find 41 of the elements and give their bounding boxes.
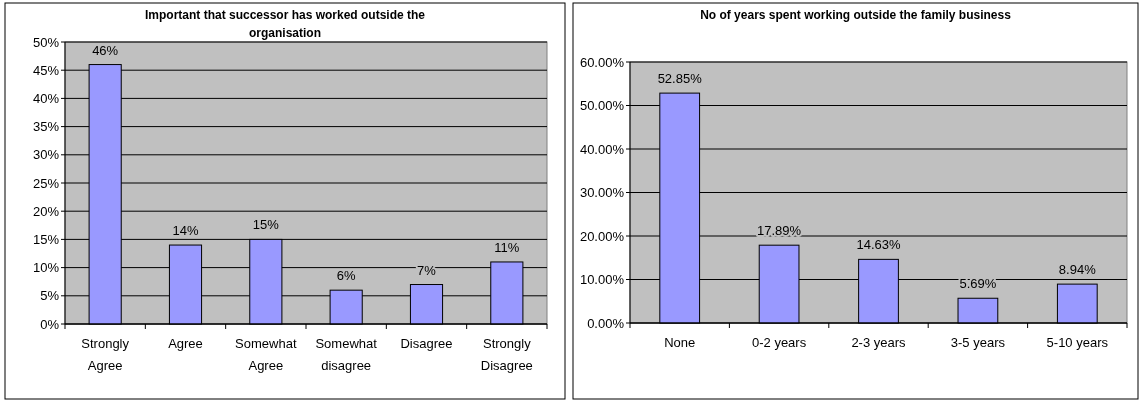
y-tick-label: 50.00% — [579, 98, 625, 114]
y-tick-label: 40% — [32, 90, 60, 106]
data-label: 52.85% — [657, 71, 703, 87]
x-tick-label: 0-2 years — [752, 335, 807, 350]
x-tick-label: Somewhat Agree — [235, 336, 297, 373]
x-tick-label: Strongly Disagree — [480, 336, 533, 373]
x-tick-label: Disagree — [400, 336, 453, 351]
data-label: 11% — [494, 239, 520, 255]
chart-title: No of years spent working outside the family business — [700, 8, 1012, 22]
y-tick-label: 30% — [32, 147, 60, 163]
y-tick-label: 0% — [40, 316, 60, 332]
x-tick-label: 5-10 years — [1046, 335, 1109, 350]
chart-title: Important that successor has worked outside the organisation — [144, 8, 426, 40]
y-tick-label: 45% — [32, 62, 60, 78]
y-tick-label: 50% — [32, 34, 60, 50]
y-tick-label: 15% — [32, 231, 60, 247]
x-tick-label: Somewhat disagree — [315, 336, 378, 373]
data-label: 14% — [172, 223, 199, 239]
y-tick-label: 20% — [32, 203, 60, 219]
y-tick-label: 40.00% — [579, 141, 625, 157]
data-label: 6% — [336, 268, 356, 284]
y-tick-label: 60.00% — [579, 54, 625, 70]
y-tick-label: 35% — [32, 119, 60, 135]
x-tick-label: 3-5 years — [950, 335, 1006, 350]
y-tick-label: 5% — [40, 288, 60, 304]
y-tick-label: 30.00% — [579, 185, 625, 201]
y-tick-label: 10% — [32, 260, 60, 276]
x-tick-label: None — [664, 335, 696, 350]
data-label: 8.94% — [1058, 262, 1097, 278]
data-label: 15% — [252, 217, 280, 233]
data-label: 17.89% — [757, 223, 802, 239]
data-label: 14.63% — [856, 237, 901, 253]
y-tick-label: 25% — [32, 175, 60, 191]
x-tick-label: 2-3 years — [851, 335, 907, 350]
x-tick-label: Agree — [168, 336, 203, 351]
data-label: 46% — [92, 42, 119, 58]
y-tick-label: 10.00% — [579, 272, 625, 288]
data-label: 5.69% — [959, 276, 997, 292]
y-tick-label: 20.00% — [579, 228, 625, 244]
y-tick-label: 0.00% — [587, 315, 625, 331]
x-tick-label: Strongly Agree — [81, 336, 130, 373]
